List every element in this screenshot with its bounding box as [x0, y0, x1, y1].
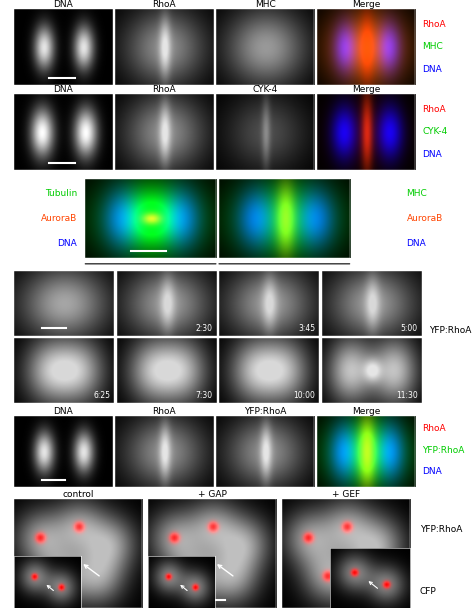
Text: DNA: DNA — [422, 150, 442, 159]
Text: RhoA: RhoA — [422, 104, 446, 114]
Text: DNA: DNA — [57, 240, 77, 249]
Text: Tubulin: Tubulin — [45, 189, 77, 198]
Title: Merge: Merge — [352, 85, 381, 94]
Text: 11:30: 11:30 — [396, 391, 418, 400]
Title: CYK-4: CYK-4 — [253, 85, 278, 94]
Title: + GAP: + GAP — [198, 491, 227, 499]
Text: DNA: DNA — [422, 467, 442, 476]
Title: RhoA: RhoA — [153, 85, 176, 94]
Text: CFP: CFP — [419, 587, 437, 596]
Text: 10:00: 10:00 — [293, 391, 315, 400]
Text: DNA: DNA — [422, 65, 442, 74]
Text: 5:00: 5:00 — [401, 324, 418, 333]
Title: Merge: Merge — [352, 0, 381, 9]
Text: CYK-4: CYK-4 — [422, 127, 447, 136]
Title: Merge: Merge — [352, 407, 381, 416]
Text: 6:25: 6:25 — [93, 391, 110, 400]
Title: DNA: DNA — [54, 0, 73, 9]
Title: RhoA: RhoA — [153, 407, 176, 416]
Text: YFP:RhoA: YFP:RhoA — [422, 445, 465, 455]
Title: DNA: DNA — [54, 85, 73, 94]
Text: DNA: DNA — [407, 240, 426, 249]
Title: DNA: DNA — [54, 407, 73, 416]
Text: YFP:RhoA: YFP:RhoA — [429, 326, 471, 335]
Text: YFP:RhoA: YFP:RhoA — [419, 525, 462, 535]
Text: AuroraB: AuroraB — [407, 214, 443, 223]
Text: AuroraB: AuroraB — [41, 214, 77, 223]
Text: MHC: MHC — [407, 189, 427, 198]
Title: MHC: MHC — [255, 0, 276, 9]
Text: MHC: MHC — [422, 43, 443, 51]
Title: control: control — [63, 491, 94, 499]
Text: 7:30: 7:30 — [195, 391, 213, 400]
Text: RhoA: RhoA — [422, 425, 446, 433]
Title: + GEF: + GEF — [332, 491, 360, 499]
Title: RhoA: RhoA — [153, 0, 176, 9]
Text: RhoA: RhoA — [422, 20, 446, 29]
Text: 3:45: 3:45 — [298, 324, 315, 333]
Title: YFP:RhoA: YFP:RhoA — [244, 407, 286, 416]
Text: 2:30: 2:30 — [196, 324, 213, 333]
